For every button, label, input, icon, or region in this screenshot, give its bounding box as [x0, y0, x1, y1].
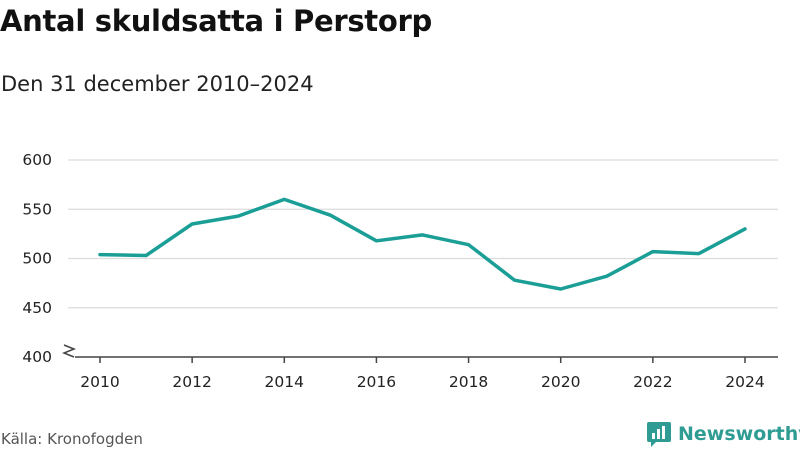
data-point-2022 [650, 249, 656, 255]
data-point-2011 [143, 253, 149, 259]
data-point-2010 [97, 252, 103, 258]
gridlines [68, 159, 778, 309]
data-point-2016 [373, 238, 379, 244]
axis-break-zigzag [61, 344, 77, 358]
x-tick-label: 2020 [541, 373, 580, 391]
data-point-2023 [696, 251, 702, 257]
axis-break-icon [61, 341, 77, 361]
data-point-2013 [235, 213, 241, 219]
y-tick-label: 550 [22, 200, 52, 218]
series-layer [97, 196, 748, 292]
x-tick-label: 2022 [633, 373, 672, 391]
data-point-2017 [420, 232, 426, 238]
brand[interactable]: Newsworthy [646, 419, 800, 449]
x-tick-label: 2014 [265, 373, 304, 391]
data-point-2020 [558, 286, 564, 292]
newsworthy-logo-icon [647, 422, 671, 447]
x-axis [68, 356, 778, 363]
x-tick-label: 2024 [725, 373, 764, 391]
brand-name: Newsworthy [678, 423, 800, 445]
chart-subtitle: Den 31 december 2010–2024 [1, 72, 314, 96]
x-tick-label: 2010 [80, 373, 119, 391]
data-point-2018 [466, 242, 472, 248]
y-tick-label: 600 [22, 151, 52, 169]
x-axis-tick-labels: 2010 2012 2014 2016 2018 2020 2022 2024 [80, 373, 764, 391]
data-point-2014 [281, 196, 287, 202]
data-point-2015 [327, 212, 333, 218]
data-point-2024 [742, 226, 748, 232]
chart-title: Antal skuldsatta i Perstorp [0, 4, 432, 38]
x-tick-label: 2016 [357, 373, 396, 391]
x-tick-label: 2018 [449, 373, 488, 391]
x-tick-label: 2012 [172, 373, 211, 391]
y-axis-tick-labels: 400 450 500 550 600 [22, 151, 52, 366]
data-point-2019 [512, 277, 518, 283]
source-note: Källa: Kronofogden [1, 430, 143, 448]
data-point-2021 [604, 273, 610, 279]
data-point-2012 [189, 221, 195, 227]
y-tick-label: 400 [22, 348, 52, 366]
y-tick-label: 500 [22, 250, 52, 268]
series-line [98, 197, 747, 291]
y-tick-label: 450 [22, 299, 52, 317]
